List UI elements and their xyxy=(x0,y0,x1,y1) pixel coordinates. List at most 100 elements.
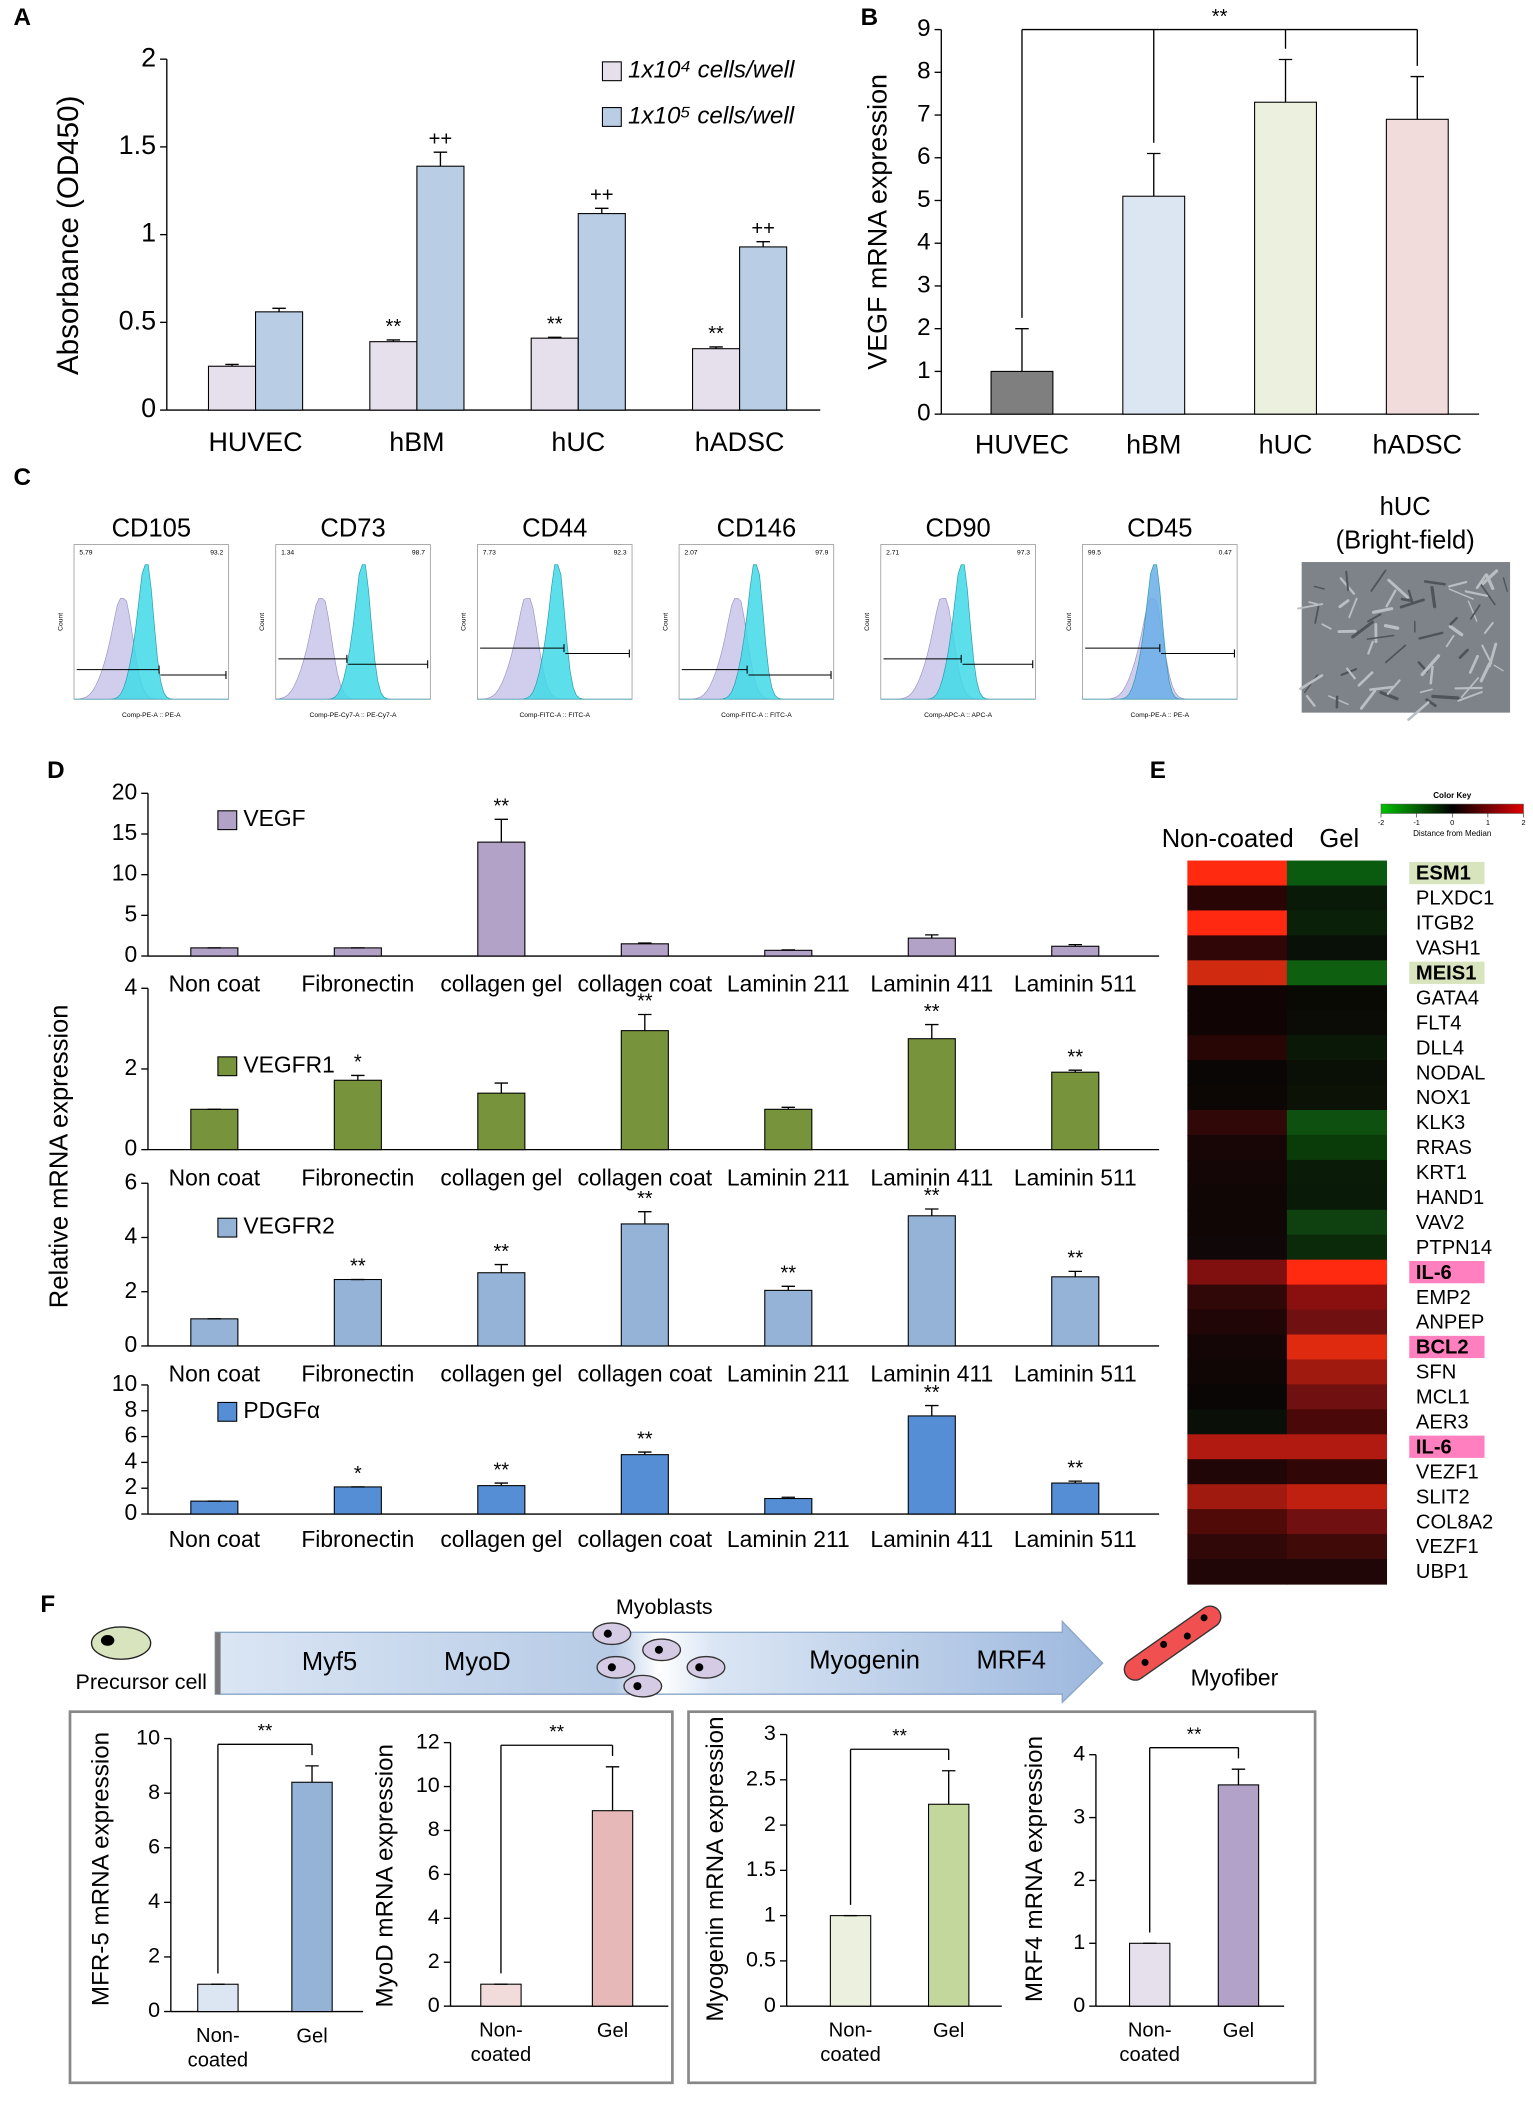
cell-texture xyxy=(1479,582,1496,606)
panel-letter: A xyxy=(14,4,31,31)
gene-highlight xyxy=(1409,861,1485,885)
gene-label: MEIS1 xyxy=(1416,962,1477,984)
y-tick-label: 2 xyxy=(125,1277,138,1303)
significance: ** xyxy=(892,1725,907,1746)
y-tick-label: 12 xyxy=(416,1729,440,1753)
significance: ** xyxy=(924,1185,940,1207)
error-bar xyxy=(781,1285,796,1291)
heatmap-cell xyxy=(1286,1234,1388,1261)
cell xyxy=(686,1655,726,1679)
x-tick-label: collagen gel xyxy=(440,1164,562,1190)
y-tick-label: 0 xyxy=(125,1331,138,1357)
gene-label: VAV2 xyxy=(1416,1212,1465,1234)
y-tick-label: 2 xyxy=(141,42,156,72)
x-tick-label: Laminin 411 xyxy=(870,1526,993,1552)
y-tick-label: 2 xyxy=(125,1054,138,1080)
heatmap-cell xyxy=(1286,935,1388,962)
heatmap-cell xyxy=(1187,1359,1288,1386)
flow-title: CD73 xyxy=(320,515,385,543)
significance: ** xyxy=(637,1188,653,1210)
heatmap-cell xyxy=(1286,960,1388,986)
error-bar xyxy=(386,339,401,342)
heatmap-cell xyxy=(1286,1359,1388,1386)
x-tick-label: collagen gel xyxy=(440,1526,562,1552)
heatmap-cell xyxy=(1187,1434,1288,1460)
cell-texture xyxy=(1384,644,1407,664)
bar xyxy=(207,365,257,411)
x-tick-label: Laminin 211 xyxy=(727,1164,850,1190)
color-key-tick-label: -1 xyxy=(1413,818,1420,827)
cell-texture xyxy=(1425,698,1437,708)
x-tick-label: Non-coated xyxy=(1119,2020,1180,2066)
y-tick-label: 4 xyxy=(917,229,930,256)
x-tick-label: Gel xyxy=(296,2025,327,2047)
error-bar xyxy=(638,942,652,944)
x-tick-label: Fibronectin xyxy=(301,1526,414,1552)
heatmap-cell xyxy=(1286,860,1388,887)
error-bar xyxy=(941,1770,956,1805)
significance: ** xyxy=(493,1241,509,1263)
gene-label: ANPEP xyxy=(1416,1312,1484,1334)
cell-texture xyxy=(1299,674,1324,691)
bracket xyxy=(1149,1746,1240,1933)
heatmap-cell xyxy=(1187,885,1288,912)
bar xyxy=(190,1500,239,1515)
gate-percent: 98.7 xyxy=(412,549,425,556)
significance: ** xyxy=(258,1720,273,1741)
cell-texture xyxy=(1387,578,1410,599)
bar xyxy=(416,165,465,411)
heatmap-cell xyxy=(1187,1284,1288,1311)
error-bar xyxy=(638,1451,652,1455)
error-bar xyxy=(494,1263,509,1273)
y-tick-label: 20 xyxy=(112,778,137,804)
error-bar xyxy=(925,1023,939,1039)
myoblasts-label: Myoblasts xyxy=(616,1595,713,1619)
nucleus xyxy=(607,1663,616,1672)
cell-texture xyxy=(1449,616,1458,626)
y-tick-label: 0 xyxy=(125,941,138,967)
heatmap-cell xyxy=(1286,1085,1388,1111)
positive-histogram xyxy=(74,564,229,700)
bar xyxy=(620,1454,669,1515)
y-tick-label: 10 xyxy=(416,1773,440,1797)
significance: ** xyxy=(780,1263,796,1285)
stage-label: Myogenin xyxy=(809,1647,920,1675)
error-bar xyxy=(1068,943,1083,947)
significance: ** xyxy=(1067,1046,1083,1068)
gene-label: KLK3 xyxy=(1416,1112,1465,1134)
flow-title: CD44 xyxy=(522,515,587,543)
legend-label: 1x10⁵ cells/well xyxy=(628,102,795,129)
bar xyxy=(927,1803,970,2007)
cell-texture xyxy=(1483,621,1494,635)
x-tick-label: Non coat xyxy=(169,971,261,997)
x-tick-label: Fibronectin xyxy=(301,1361,414,1387)
gate xyxy=(76,665,227,680)
cell xyxy=(623,1674,663,1698)
legend-swatch xyxy=(601,107,622,127)
gene-label: MCL1 xyxy=(1416,1387,1470,1409)
color-key-bar xyxy=(1380,803,1524,814)
cell-texture xyxy=(1464,590,1489,597)
cell-texture xyxy=(1346,667,1356,680)
heatmap-cell xyxy=(1286,1259,1388,1286)
gene-label: NOX1 xyxy=(1416,1087,1471,1109)
significance: ** xyxy=(637,1428,653,1450)
heatmap-cell xyxy=(1187,910,1288,937)
heatmap-cell xyxy=(1187,1109,1288,1136)
cell-texture xyxy=(1400,597,1413,602)
cell-texture xyxy=(1383,624,1400,630)
heatmap-cell xyxy=(1187,1134,1288,1161)
gene-label: SFN xyxy=(1416,1362,1456,1384)
gene-label: IL-6 xyxy=(1416,1262,1452,1284)
y-tick-label: 1 xyxy=(1073,1930,1085,1954)
y-tick-label: 4 xyxy=(428,1905,440,1929)
flow-x-label: Comp-PE-Cy7-A :: PE-Cy7-A xyxy=(310,712,398,719)
x-tick-label: Laminin 211 xyxy=(727,1526,850,1552)
gate-percent: 1.34 xyxy=(281,549,294,556)
heatmap-cell xyxy=(1286,1159,1388,1186)
cell-texture xyxy=(1308,601,1318,605)
error-bar xyxy=(605,1766,620,1811)
y-tick-label: 4 xyxy=(1073,1741,1085,1765)
gene-highlight xyxy=(1409,1335,1485,1359)
